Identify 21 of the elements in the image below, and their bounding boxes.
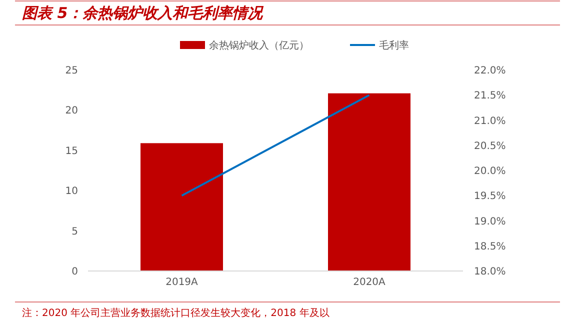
legend-label: 毛利率: [379, 40, 409, 52]
y2-tick-label: 22.0%: [474, 66, 506, 76]
legend-label: 余热锅炉收入（亿元）: [209, 40, 309, 52]
y2-tick-label: 19.0%: [474, 216, 506, 228]
y2-tick-label: 19.5%: [474, 191, 506, 202]
y2-tick-label: 18.0%: [474, 266, 506, 278]
y2-tick-label: 18.5%: [474, 241, 506, 252]
y-tick-label: 25: [65, 66, 78, 76]
y-tick-label: 0: [72, 266, 78, 278]
y-tick-label: 10: [65, 186, 78, 198]
y2-tick-label: 20.5%: [474, 140, 506, 152]
x-tick-label: 2019A: [166, 277, 198, 288]
y2-tick-label: 20.0%: [474, 166, 506, 177]
y-tick-label: 5: [72, 226, 78, 238]
chart-title: 图表 5：余热锅炉收入和毛利率情况: [22, 4, 265, 22]
text: 注：2020 年公司主营业务数据统计口径发生较大变化，2018 年及以: [22, 307, 330, 319]
y-tick-label: 20: [65, 106, 78, 117]
x-tick-label: 2020A: [353, 277, 386, 288]
y2-tick-label: 21.5%: [474, 90, 506, 102]
y-tick-label: 15: [65, 146, 78, 157]
y2-tick-label: 21.0%: [474, 116, 506, 127]
